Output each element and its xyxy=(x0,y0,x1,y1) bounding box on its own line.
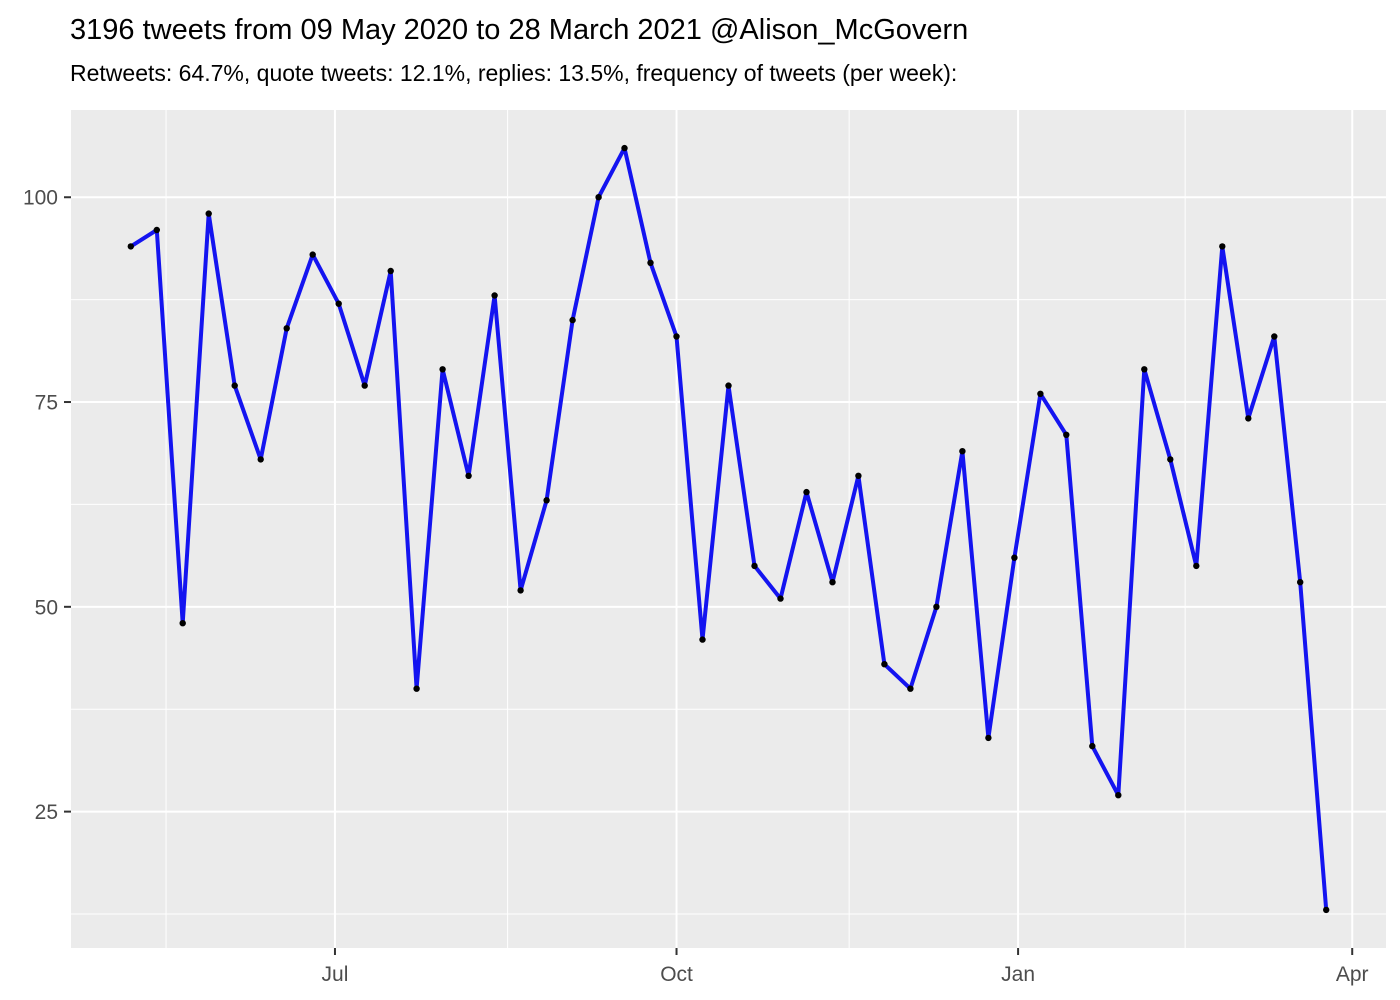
x-tick-label: Jul xyxy=(322,963,349,986)
data-point xyxy=(803,488,810,496)
data-point xyxy=(387,267,394,275)
panel-background xyxy=(71,110,1386,948)
data-point xyxy=(491,292,498,299)
data-point xyxy=(335,300,342,307)
chart-subtitle: Retweets: 64.7%, quote tweets: 12.1%, re… xyxy=(70,60,958,86)
data-point xyxy=(985,734,992,742)
data-point xyxy=(465,472,472,479)
data-point xyxy=(179,620,186,627)
data-point xyxy=(283,325,290,332)
data-point xyxy=(621,144,628,152)
data-point xyxy=(1271,333,1278,340)
data-point xyxy=(413,685,420,692)
y-tick-label: 50 xyxy=(35,596,58,619)
data-point xyxy=(517,587,524,594)
y-tick-label: 75 xyxy=(35,392,58,415)
data-point xyxy=(1245,415,1252,422)
data-point xyxy=(829,579,836,586)
data-point xyxy=(595,194,602,201)
data-point xyxy=(361,382,368,389)
data-point xyxy=(257,456,264,463)
data-point xyxy=(1115,792,1122,799)
data-point xyxy=(933,603,940,610)
data-point xyxy=(127,243,134,250)
x-tick-label: Apr xyxy=(1336,963,1369,986)
data-point xyxy=(1167,456,1174,463)
data-point xyxy=(907,685,914,692)
data-point xyxy=(647,259,654,266)
data-point xyxy=(777,595,784,602)
data-point xyxy=(1063,431,1070,438)
data-point xyxy=(1219,243,1226,250)
data-point xyxy=(543,497,550,504)
x-tick-label: Jan xyxy=(1001,963,1035,986)
data-point xyxy=(309,251,316,258)
data-point xyxy=(1323,906,1330,914)
data-point xyxy=(751,562,758,570)
data-point xyxy=(1297,579,1304,586)
data-point xyxy=(1141,366,1148,373)
chart-title: 3196 tweets from 09 May 2020 to 28 March… xyxy=(70,14,969,46)
x-tick-label: Oct xyxy=(660,963,693,986)
data-point xyxy=(881,661,888,668)
data-point xyxy=(855,472,862,479)
data-point xyxy=(439,366,446,373)
data-point xyxy=(231,382,238,389)
data-point xyxy=(673,333,680,340)
data-point xyxy=(1193,562,1200,570)
data-point xyxy=(959,448,966,455)
data-point xyxy=(725,382,732,389)
data-point xyxy=(699,636,706,643)
data-point xyxy=(205,210,212,217)
data-point xyxy=(153,226,160,234)
data-point xyxy=(1011,554,1018,561)
data-point xyxy=(1037,390,1044,397)
data-point xyxy=(1089,742,1096,750)
y-tick-label: 25 xyxy=(35,801,58,824)
data-point xyxy=(569,316,576,324)
y-tick-label: 100 xyxy=(23,187,58,210)
